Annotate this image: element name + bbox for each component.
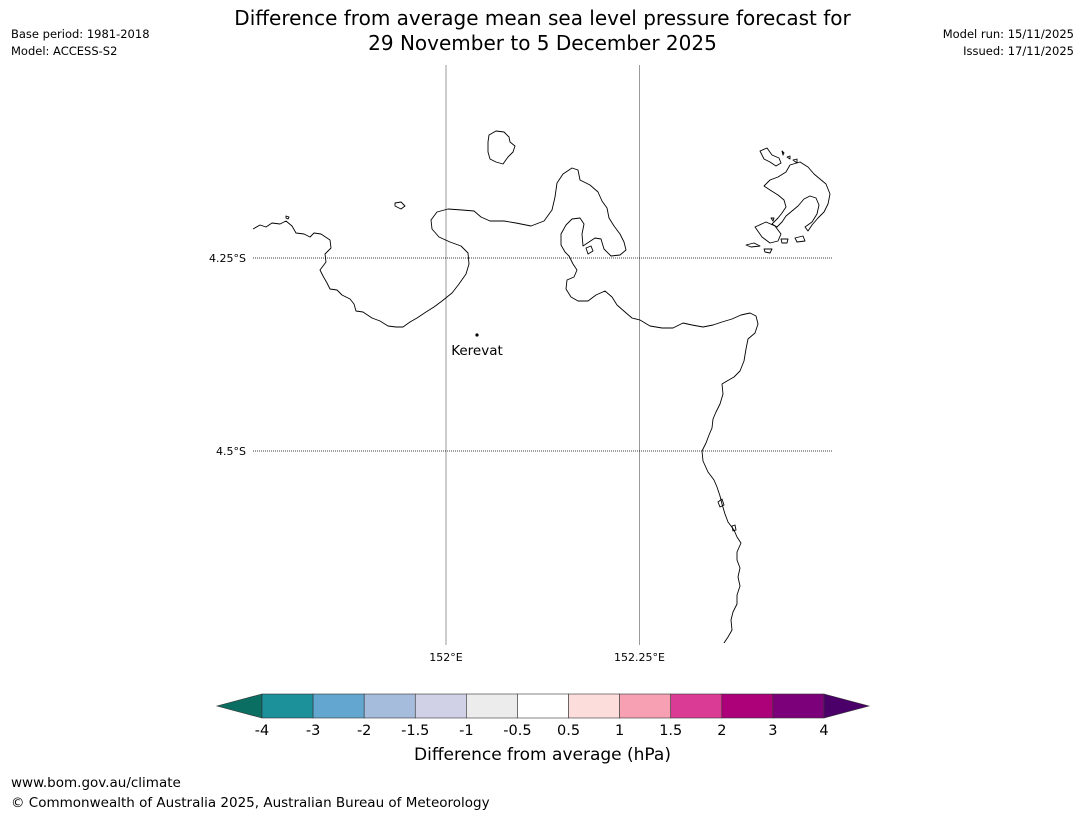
islet-ne-a [781,150,785,156]
colorbar-tick-label: 3 [768,723,777,739]
colorbar-swatch [721,693,774,719]
map-title: Difference from average mean sea level p… [0,6,1085,56]
islet-ne-f [780,238,789,244]
title-line-1: Difference from average mean sea level p… [234,6,851,30]
colorbar-swatch [619,693,672,719]
meta-left: Base period: 1981-2018 Model: ACCESS-S2 [11,26,150,60]
colorbar-tick-label: -3 [306,723,320,739]
kerevat-marker [475,333,479,337]
footer-url[interactable]: www.bom.gov.au/climate [11,775,181,791]
colorbar-tick-label: -4 [255,723,269,739]
colorbar-tick-label: -0.5 [503,723,531,739]
coastline [252,130,831,644]
lon-label-152-25: 152.25°E [614,651,665,664]
colorbar-swatch [568,693,620,719]
colorbar-tick-label: 0.5 [557,723,580,739]
island-north [487,130,516,165]
colorbar-tick-label: -1 [459,723,473,739]
islet-ne-b [786,155,791,160]
colorbar-tick-label: 1.5 [659,723,682,739]
colorbar-tick-label: -2 [357,723,371,739]
colorbar: -4 -3 -2 -1.5 -1 -0.5 0.5 1 1.5 2 3 4 [215,693,871,739]
colorbar-extend-low [215,693,263,719]
colorbar-swatch [466,693,518,719]
lat-label-4-5: 4.5°S [216,445,246,458]
coastline-main [252,167,759,644]
model-name: Model: ACCESS-S2 [11,44,118,58]
islet-ne-g [794,235,806,243]
issued-date: Issued: 17/11/2025 [963,44,1074,58]
colorbar-tick-label: 1 [615,723,624,739]
colorbar-swatch [772,693,825,719]
title-line-2: 29 November to 5 December 2025 [368,31,717,55]
colorbar-swatch [414,693,467,719]
colorbar-swatch [670,693,723,719]
island-ne-main [763,161,831,232]
bay-rock [585,245,594,255]
footer-copyright: © Commonwealth of Australia 2025, Austra… [11,795,490,811]
islet-west [394,201,406,210]
islet-ne-h [770,217,775,222]
colorbar-swatch [363,693,416,719]
island-ne-1 [759,147,782,167]
model-run: Model run: 15/11/2025 [942,27,1074,41]
colorbar-swatch [312,693,365,719]
colorbar-tick-label: -1.5 [401,723,429,739]
lon-label-152: 152°E [429,651,462,664]
lat-label-4-25: 4.25°S [209,252,246,265]
kerevat-label: Kerevat [451,343,503,359]
meta-right: Model run: 15/11/2025 Issued: 17/11/2025 [943,26,1074,60]
islet-ne-e [763,248,773,254]
colorbar-swatch [517,693,569,719]
islet-ne-c [792,158,798,164]
base-period: Base period: 1981-2018 [11,27,150,41]
colorbar-swatch [261,693,314,719]
colorbar-extend-high [823,693,871,719]
colorbar-tick-label: 2 [717,723,726,739]
islet-east-2 [731,524,737,532]
islet-ne-d [745,242,761,248]
island-ne-2 [754,221,782,244]
colorbar-tick-label: 4 [819,723,828,739]
islet-east-1 [717,498,725,508]
islet-far-west [285,215,290,220]
colorbar-title: Difference from average (hPa) [414,745,671,765]
